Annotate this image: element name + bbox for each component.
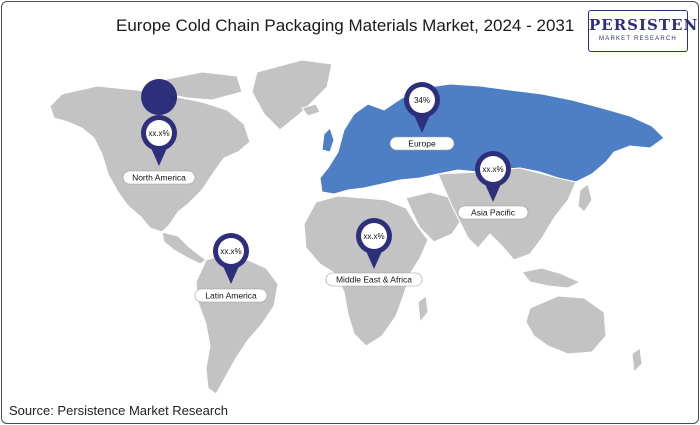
region-label: Middle East & Africa	[336, 275, 412, 285]
region-label-pill	[194, 288, 268, 303]
region-label-pill	[389, 136, 455, 151]
north-america-shape	[49, 85, 251, 233]
new-zealand-shape	[631, 347, 643, 374]
map-pin-icon	[141, 79, 178, 115]
southeast-asia-islands-shape	[521, 267, 582, 289]
region-label: Latin America	[205, 291, 257, 301]
central-america-shape	[161, 231, 207, 265]
greenland-shape	[251, 59, 333, 131]
pin-value: xx.x%	[363, 232, 384, 241]
pin-europe[interactable]: 34% Europe	[389, 82, 455, 151]
pin-latin-america[interactable]: xx.x% Latin America	[194, 233, 268, 303]
africa-shape	[303, 195, 429, 347]
madagascar-shape	[417, 295, 429, 324]
brand-logo: PERSISTENCE MARKET RESEARCH	[588, 10, 699, 52]
pin-value: xx.x%	[220, 247, 241, 256]
south-america-shape	[195, 253, 279, 395]
pin-north-america[interactable]: xx.x% North America	[122, 79, 196, 185]
pin-asia-pacific[interactable]: xx.x% Asia Pacific	[457, 151, 529, 220]
japan-shape	[577, 183, 593, 213]
source-note: Source: Persistence Market Research	[9, 403, 228, 418]
region-label-pill	[325, 272, 423, 287]
pin-value: xx.x%	[148, 129, 169, 138]
australia-shape	[525, 295, 607, 355]
logo-main-text: PERSISTENCE	[589, 16, 699, 34]
pin-value: xx.x%	[482, 165, 503, 174]
region-label-pill	[457, 205, 529, 220]
region-label: Asia Pacific	[471, 208, 516, 218]
pin-value: 34%	[414, 96, 430, 105]
iceland-shape	[301, 103, 321, 117]
page-title: Europe Cold Chain Packaging Materials Ma…	[116, 16, 575, 35]
region-label-pill	[122, 170, 196, 185]
logo-sub-text: MARKET RESEARCH	[599, 36, 677, 42]
middle-east-shape	[405, 191, 465, 243]
region-label: North America	[132, 173, 186, 183]
uk-shape	[321, 127, 335, 153]
pin-middle-east-africa[interactable]: xx.x% Middle East & Africa	[325, 218, 423, 287]
region-label: Europe	[408, 139, 436, 149]
